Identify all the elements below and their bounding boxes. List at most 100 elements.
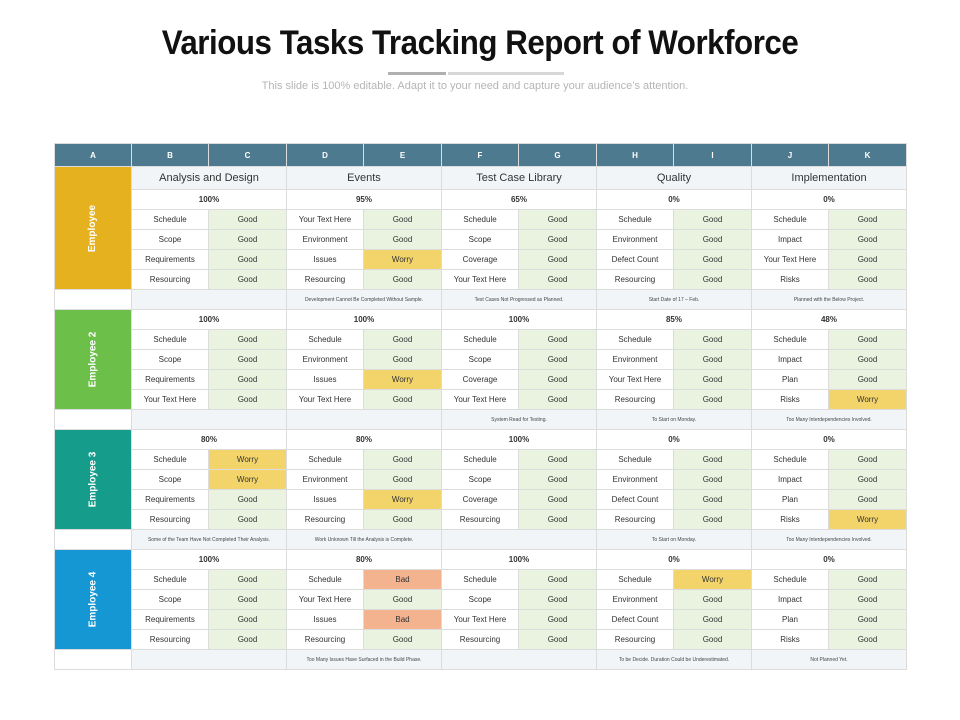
task-label: Coverage	[441, 489, 519, 510]
task-label: Schedule	[286, 569, 364, 590]
status-cell: Good	[208, 229, 287, 250]
task-label: Impact	[751, 469, 829, 490]
task-label: Issues	[286, 609, 364, 630]
status-cell: Worry	[363, 369, 442, 390]
status-cell: Good	[828, 329, 907, 350]
task-label: Requirements	[131, 609, 209, 630]
task-label: Requirements	[131, 489, 209, 510]
task-label: Issues	[286, 249, 364, 270]
status-cell: Good	[518, 389, 597, 410]
note-cell: Too Many Interdependencies Involved.	[751, 529, 907, 550]
completion-percent: 0%	[751, 549, 907, 570]
completion-percent: 85%	[596, 309, 752, 330]
task-label: Impact	[751, 229, 829, 250]
task-row: Requirements Good Issues Worry Coverage Good D…	[55, 249, 907, 270]
status-cell: Worry	[363, 249, 442, 270]
task-label: Schedule	[441, 449, 519, 470]
note-cell: Not Planned Yet.	[751, 649, 907, 670]
task-label: Schedule	[596, 209, 674, 230]
status-cell: Good	[673, 349, 752, 370]
completion-percent: 0%	[751, 189, 907, 210]
task-row: Resourcing Good Resourcing Good Your Text He…	[55, 269, 907, 290]
task-label: Resourcing	[131, 509, 209, 530]
task-row: Requirements Good Issues Worry Coverage Good Y…	[55, 369, 907, 390]
status-cell: Good	[673, 589, 752, 610]
employee-label-cell: Employee	[54, 166, 132, 290]
task-label: Resourcing	[596, 389, 674, 410]
status-cell: Good	[673, 209, 752, 230]
task-label: Risks	[751, 509, 829, 530]
task-label: Your Text Here	[596, 369, 674, 390]
status-cell: Good	[363, 389, 442, 410]
status-cell: Good	[518, 589, 597, 610]
status-cell: Good	[363, 509, 442, 530]
task-label: Your Text Here	[441, 269, 519, 290]
employee-label-cell: Employee 2	[54, 309, 132, 410]
status-cell: Bad	[363, 569, 442, 590]
note-cell	[131, 289, 287, 310]
task-label: Schedule	[131, 449, 209, 470]
note-cell: To Start on Monday.	[596, 409, 752, 430]
status-cell: Good	[673, 329, 752, 350]
task-label: Your Text Here	[286, 589, 364, 610]
employee-name: Employee 4	[87, 571, 99, 628]
status-cell: Good	[518, 449, 597, 470]
note-cell	[441, 529, 597, 550]
task-label: Scope	[131, 589, 209, 610]
notes-row: System Read for Testing. To Start on Mond…	[54, 409, 907, 430]
note-cell: Planned with the Below Project.	[751, 289, 907, 310]
task-label: Environment	[596, 589, 674, 610]
column-header-j: J	[751, 143, 829, 167]
completion-percent: 95%	[286, 189, 442, 210]
notes-spacer	[54, 289, 132, 310]
task-label: Impact	[751, 589, 829, 610]
completion-percent: 0%	[751, 429, 907, 450]
note-cell	[441, 649, 597, 670]
task-row: Scope Worry Environment Good Scope Good Enviro…	[55, 469, 907, 490]
status-cell: Good	[518, 629, 597, 650]
employee-label-cell: Employee 3	[54, 429, 132, 530]
completion-percent: 100%	[131, 309, 287, 330]
task-row: Schedule Good Schedule Bad Schedule Good Sched…	[55, 569, 907, 590]
note-cell: Test Cases Not Progressed as Planned.	[441, 289, 597, 310]
employee-label-cell: Employee 4	[54, 549, 132, 650]
task-row: Schedule Worry Schedule Good Schedule Good Sch…	[55, 449, 907, 470]
status-cell: Worry	[363, 489, 442, 510]
percent-row: Employee 4 100% 80% 100% 0% 0%	[54, 549, 907, 650]
task-label: Environment	[286, 229, 364, 250]
task-label: Resourcing	[596, 509, 674, 530]
task-label: Your Text Here	[441, 389, 519, 410]
task-label: Schedule	[286, 449, 364, 470]
status-cell: Good	[518, 609, 597, 630]
note-cell: Start Date of 17 – Feb.	[596, 289, 752, 310]
completion-percent: 100%	[441, 549, 597, 570]
task-label: Scope	[441, 589, 519, 610]
column-header-g: G	[518, 143, 597, 167]
status-cell: Worry	[673, 569, 752, 590]
note-cell: Development Cannot Be Completed Without …	[286, 289, 442, 310]
column-header-b: B	[131, 143, 209, 167]
task-label: Resourcing	[286, 269, 364, 290]
status-cell: Good	[208, 249, 287, 270]
note-cell: To Start on Monday.	[596, 529, 752, 550]
note-cell	[131, 649, 287, 670]
completion-percent: 80%	[131, 429, 287, 450]
status-cell: Good	[673, 629, 752, 650]
task-label: Scope	[441, 229, 519, 250]
task-label: Schedule	[441, 329, 519, 350]
task-label: Schedule	[596, 449, 674, 470]
task-label: Scope	[131, 469, 209, 490]
task-label: Environment	[596, 469, 674, 490]
title-underline-light	[448, 72, 564, 75]
task-label: Schedule	[441, 209, 519, 230]
task-label: Schedule	[596, 329, 674, 350]
column-header-i: I	[673, 143, 752, 167]
task-label: Environment	[596, 349, 674, 370]
status-cell: Good	[828, 629, 907, 650]
completion-percent: 100%	[131, 189, 287, 210]
status-cell: Bad	[363, 609, 442, 630]
status-cell: Good	[673, 449, 752, 470]
status-cell: Good	[828, 349, 907, 370]
task-label: Scope	[441, 349, 519, 370]
employee-name: Employee 3	[87, 451, 99, 508]
